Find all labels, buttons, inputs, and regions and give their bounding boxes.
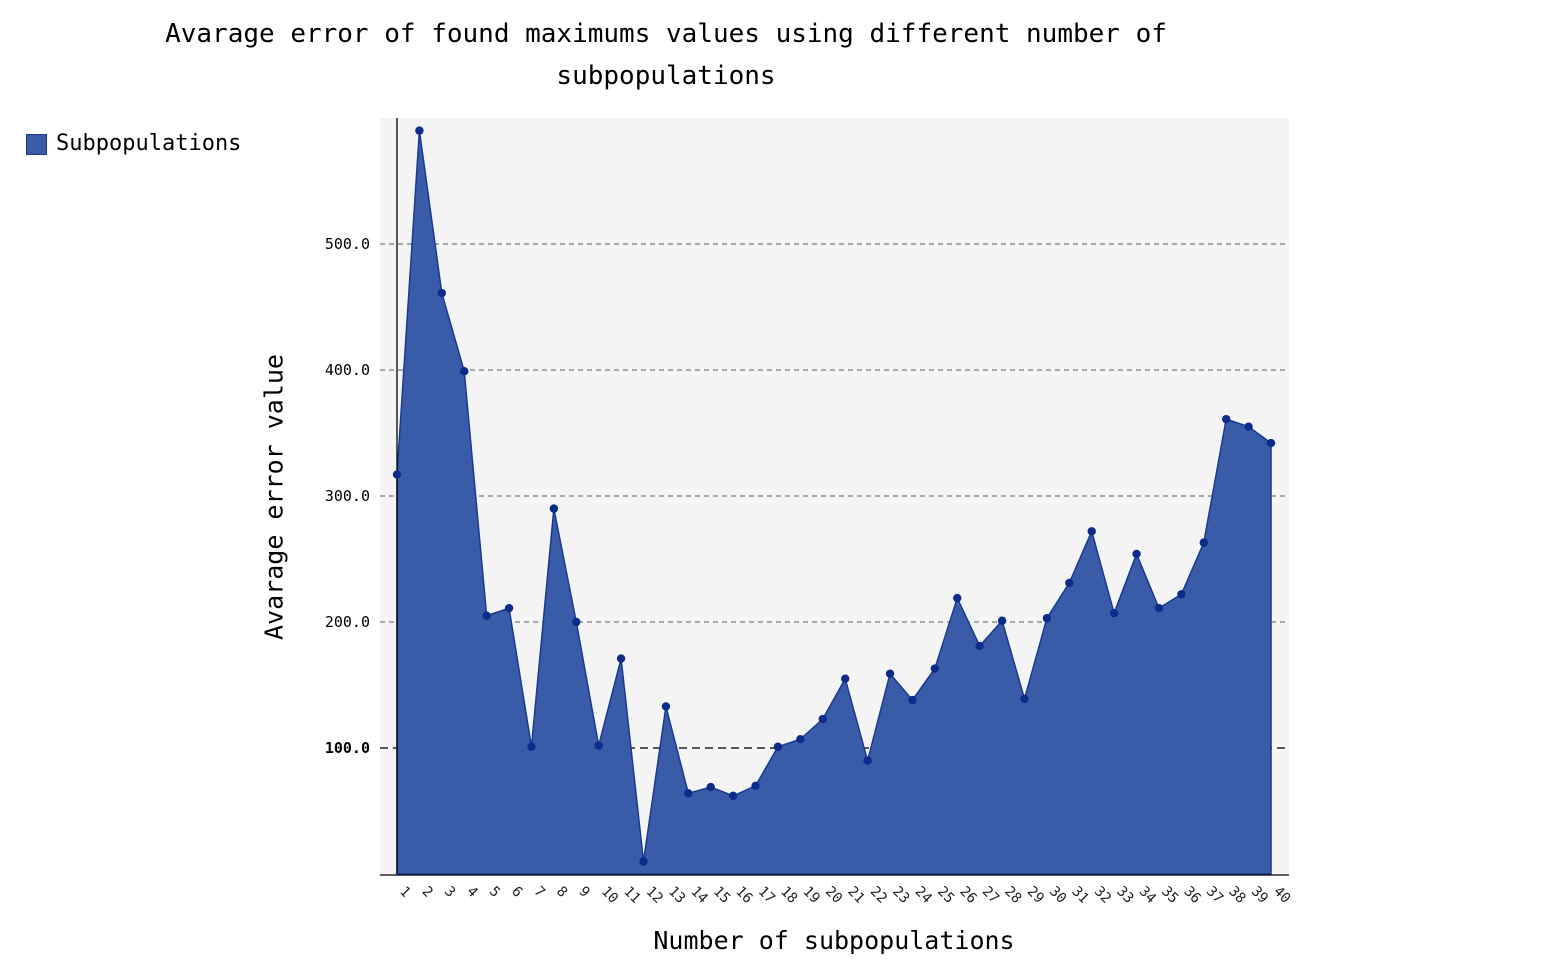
data-point-22 (863, 756, 872, 765)
data-point-40 (1266, 438, 1276, 448)
x-tick-label-1: 1 (396, 884, 413, 901)
data-point-1 (392, 470, 402, 479)
x-tick-label-25: 25 (934, 884, 957, 907)
chart-legend: Subpopulations (26, 133, 241, 155)
x-tick-label-28: 28 (1001, 884, 1024, 907)
data-point-14 (684, 789, 693, 798)
x-tick-label-32: 32 (1091, 884, 1114, 907)
data-point-36 (1177, 590, 1186, 599)
x-tick-label-37: 37 (1203, 884, 1226, 907)
data-point-16 (728, 791, 738, 801)
y-tick-label-4: 500.0 (325, 235, 370, 253)
data-point-34 (1132, 549, 1141, 559)
x-tick-label-22: 22 (867, 884, 890, 907)
x-tick-label-23: 23 (889, 884, 912, 907)
data-point-29 (1020, 694, 1029, 704)
data-point-35 (1154, 603, 1164, 613)
data-point-8 (549, 504, 559, 513)
x-tick-label-17: 17 (755, 884, 778, 907)
x-tick-label-21: 21 (844, 884, 867, 907)
data-point-17 (751, 781, 760, 790)
data-point-39 (1244, 422, 1253, 431)
data-point-32 (1087, 527, 1096, 536)
data-point-37 (1199, 538, 1208, 547)
x-tick-label-15: 15 (710, 884, 733, 907)
data-point-30 (1042, 614, 1052, 623)
data-point-23 (885, 669, 895, 678)
x-tick-label-26: 26 (956, 884, 979, 907)
data-point-26 (953, 593, 962, 603)
x-tick-label-27: 27 (979, 884, 1002, 907)
x-tick-label-14: 14 (688, 884, 711, 907)
data-point-12 (639, 857, 648, 866)
data-point-10 (594, 741, 603, 750)
data-point-28 (997, 616, 1007, 625)
data-point-38 (1221, 414, 1231, 424)
y-tick-label-2: 300.0 (325, 487, 370, 505)
x-tick-label-3: 3 (441, 884, 458, 901)
x-tick-label-6: 6 (508, 884, 525, 901)
y-tick-label-1: 200.0 (325, 613, 370, 631)
data-point-15 (706, 782, 715, 792)
data-point-24 (908, 695, 917, 705)
x-tick-label-4: 4 (463, 884, 480, 901)
x-tick-label-16: 16 (732, 884, 755, 907)
x-tick-label-34: 34 (1136, 884, 1159, 907)
data-point-3 (437, 288, 447, 298)
data-point-11 (616, 654, 626, 663)
data-point-13 (661, 702, 671, 711)
x-tick-label-2: 2 (419, 884, 436, 901)
x-tick-label-31: 31 (1068, 884, 1091, 907)
y-tick-label-0: 100.0 (325, 739, 370, 757)
data-point-9 (572, 617, 581, 627)
data-point-31 (1065, 578, 1074, 588)
data-point-27 (975, 641, 984, 651)
x-tick-label-11: 11 (620, 884, 643, 907)
x-tick-label-30: 30 (1046, 884, 1069, 907)
x-tick-label-8: 8 (553, 884, 570, 901)
data-point-6 (504, 603, 514, 613)
data-point-7 (527, 742, 536, 751)
x-tick-label-7: 7 (531, 884, 548, 901)
x-tick-label-33: 33 (1113, 884, 1136, 907)
x-axis-label: Number of subpopulations (653, 926, 1015, 955)
x-tick-label-10: 10 (598, 884, 621, 907)
x-tick-label-9: 9 (575, 884, 592, 901)
x-tick-label-36: 36 (1181, 884, 1204, 907)
legend-swatch (26, 133, 47, 155)
data-point-21 (841, 674, 850, 683)
data-point-4 (460, 367, 469, 376)
legend-label: Subpopulations (56, 131, 242, 156)
y-tick-label-3: 400.0 (325, 361, 370, 379)
data-point-18 (773, 742, 783, 751)
x-tick-label-19: 19 (800, 884, 823, 907)
x-tick-label-12: 12 (643, 884, 666, 907)
data-point-5 (482, 611, 491, 620)
x-tick-label-39: 39 (1248, 884, 1271, 907)
x-tick-label-38: 38 (1225, 884, 1248, 907)
x-tick-label-29: 29 (1024, 884, 1047, 907)
data-point-25 (930, 664, 940, 673)
data-point-33 (1109, 608, 1119, 618)
chart-title-line-2: subpopulations (556, 61, 776, 91)
x-tick-label-5: 5 (486, 884, 503, 901)
data-point-19 (796, 734, 805, 744)
x-tick-label-20: 20 (822, 884, 845, 907)
x-tick-label-35: 35 (1158, 884, 1181, 907)
data-point-2 (415, 126, 424, 135)
x-tick-label-13: 13 (665, 884, 688, 907)
x-tick-label-40: 40 (1270, 884, 1293, 907)
chart-title-line-1: Avarage error of found maximums values u… (165, 19, 1167, 49)
x-tick-label-18: 18 (777, 884, 800, 907)
x-tick-label-24: 24 (912, 884, 935, 907)
data-point-20 (818, 714, 827, 724)
